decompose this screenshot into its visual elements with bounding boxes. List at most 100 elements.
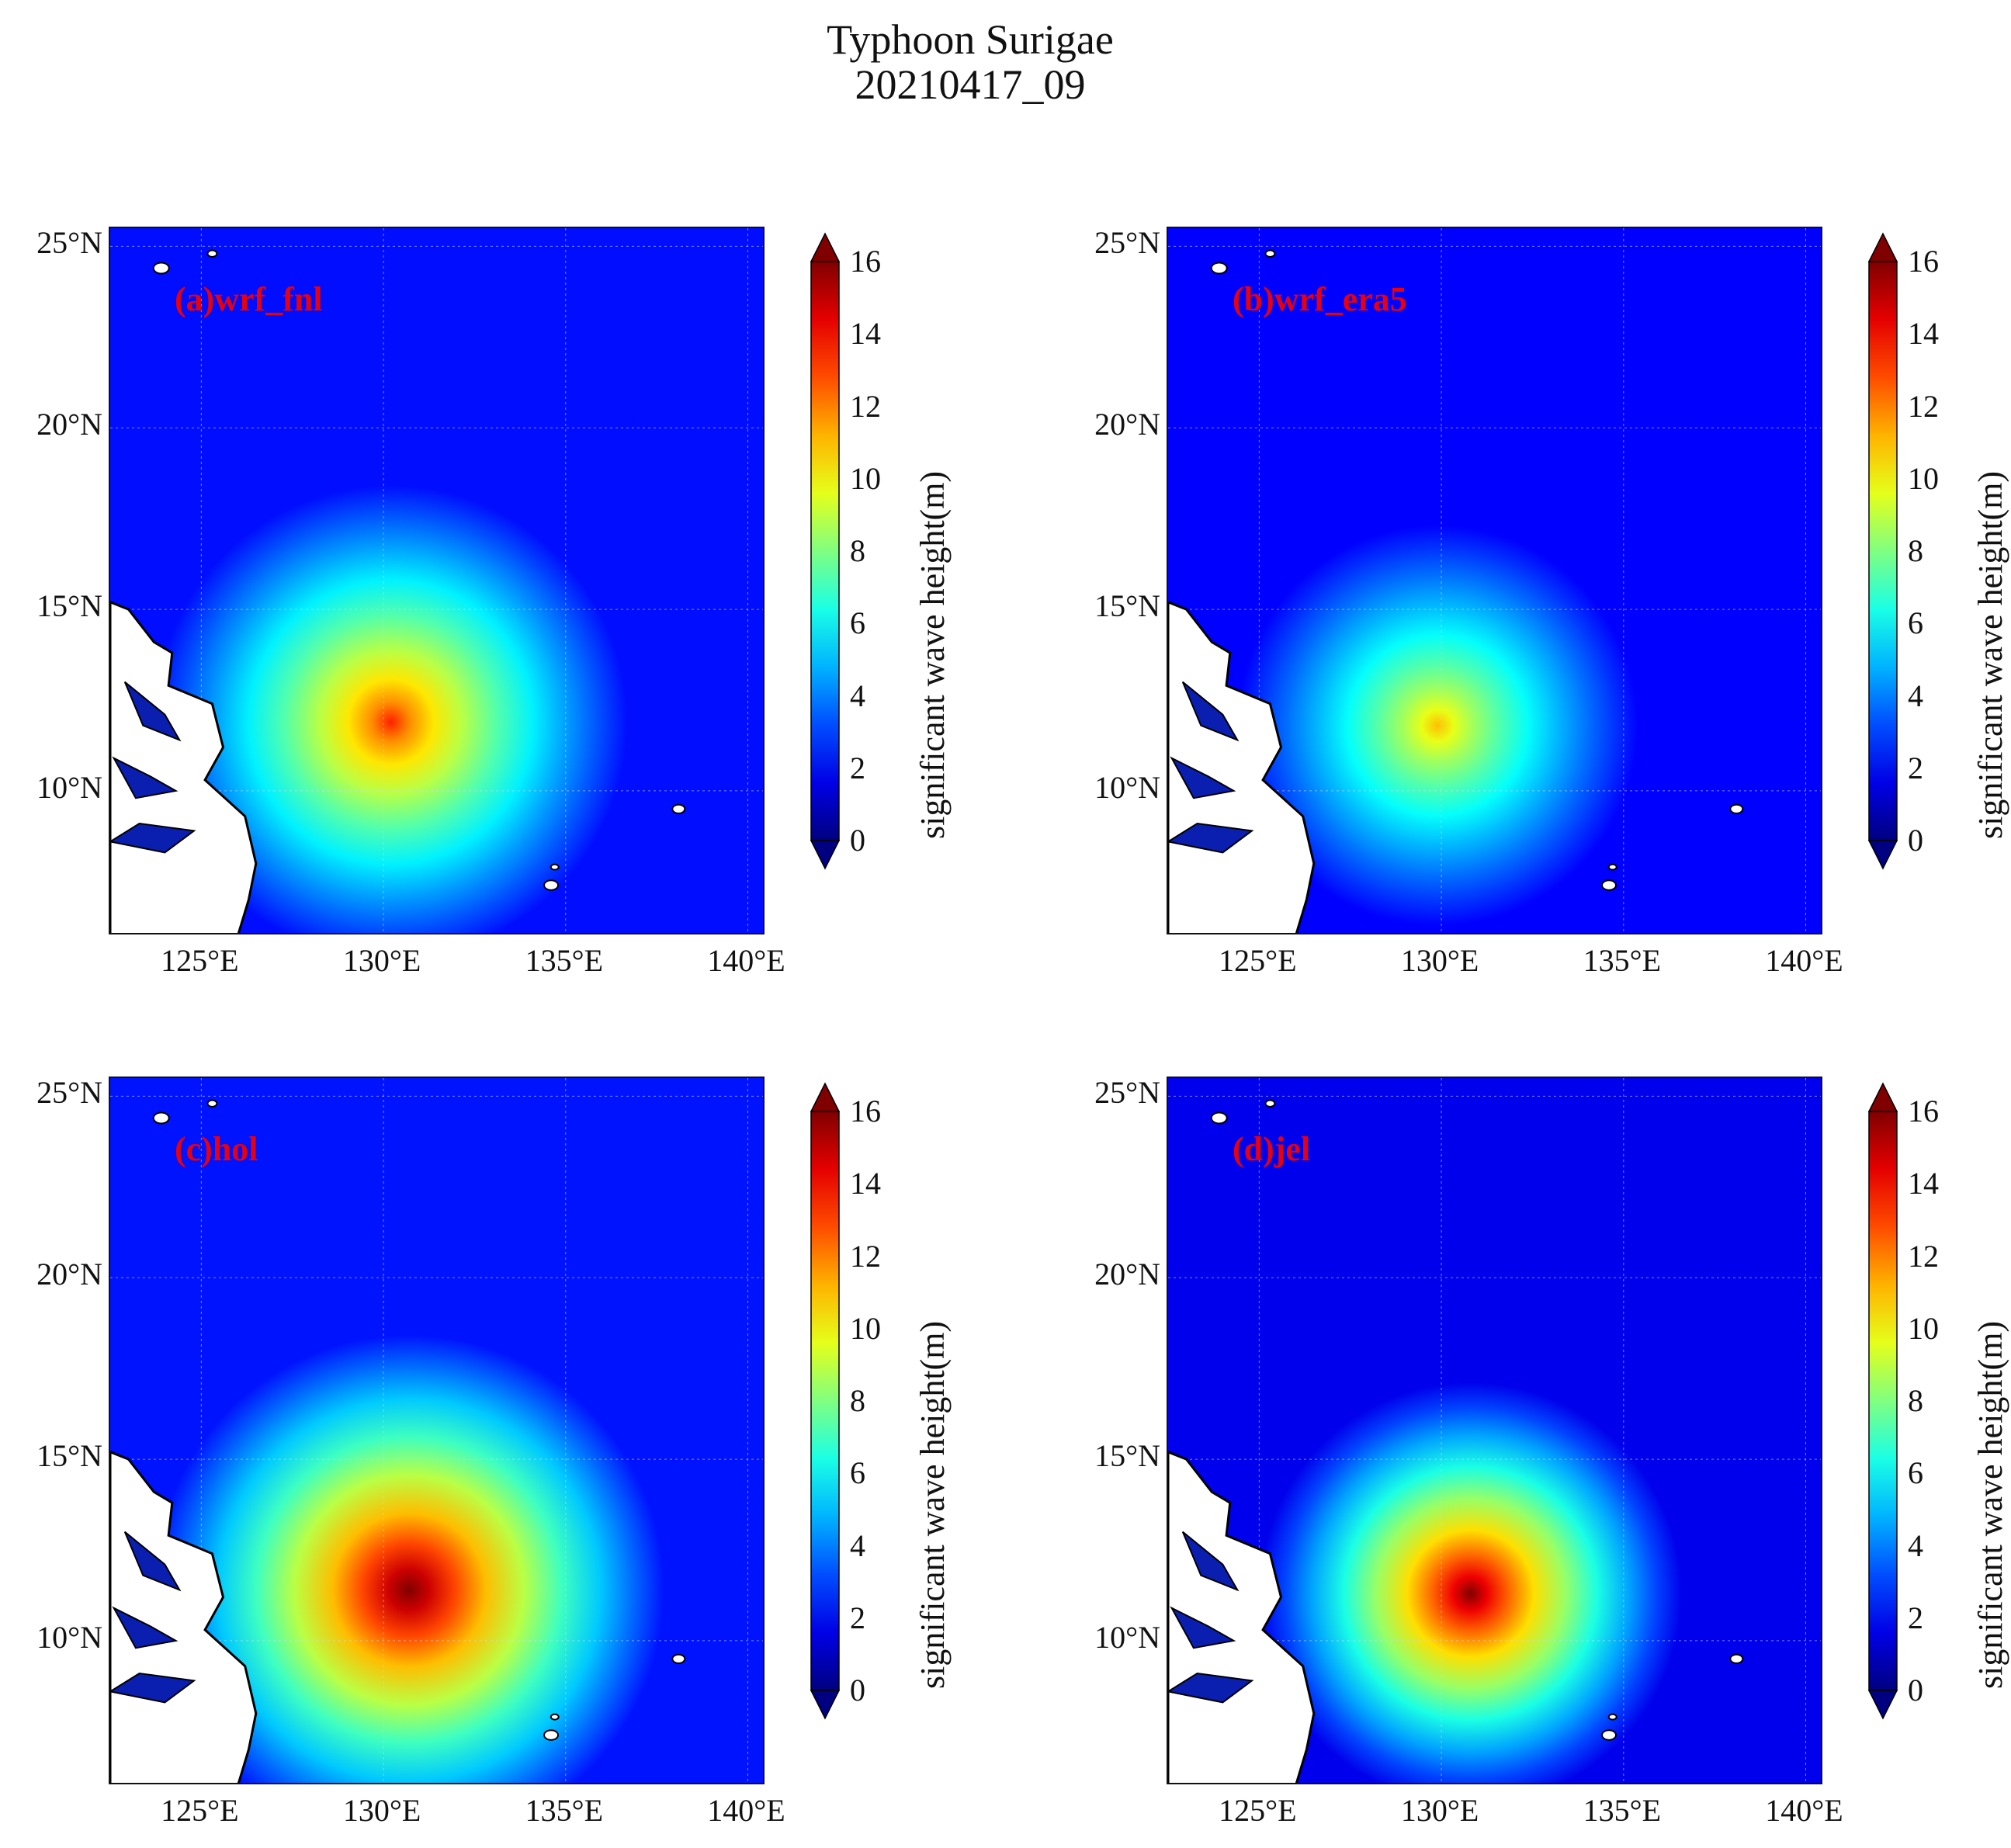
colorbar-tick-label: 0 xyxy=(850,1673,865,1708)
colorbar-gradient xyxy=(810,261,840,841)
inland-sea xyxy=(1170,756,1236,799)
colorbar-tick-label: 6 xyxy=(850,1455,865,1491)
colorbar-gradient xyxy=(810,1111,840,1691)
island xyxy=(1210,1111,1228,1125)
colorbar-max-extend xyxy=(1867,232,1898,262)
philippines-landmass xyxy=(110,1451,258,1783)
colorbar-tick-label: 16 xyxy=(850,244,881,279)
latitude-tick-label: 15°N xyxy=(36,1438,102,1474)
colorbar-tick-label: 4 xyxy=(850,1527,865,1563)
colorbar-tick-label: 16 xyxy=(850,1094,881,1129)
inland-sea xyxy=(123,681,182,742)
latitude-tick-label: 25°N xyxy=(36,225,102,261)
colorbar-tick-label: 8 xyxy=(850,533,865,568)
longitude-tick-label: 130°E xyxy=(1400,1793,1479,1828)
wave-height-field xyxy=(110,1078,763,1783)
island xyxy=(1264,249,1276,258)
colorbar-tick-label: 6 xyxy=(1908,605,1923,641)
colorbar-tick-label: 6 xyxy=(1908,1455,1923,1491)
island xyxy=(206,249,218,258)
latitude-tick-label: 10°N xyxy=(1094,1619,1160,1655)
map-panel xyxy=(1167,227,1822,934)
colorbar-tick-label: 4 xyxy=(850,678,865,713)
wave-height-field xyxy=(110,228,763,933)
storm-wave-maximum xyxy=(1259,1382,1682,1783)
island xyxy=(671,1653,686,1664)
island xyxy=(1210,262,1228,275)
colorbar-min-extend xyxy=(810,1690,841,1720)
philippines-landmass xyxy=(1168,1451,1316,1783)
longitude-tick-label: 125°E xyxy=(1219,943,1297,978)
longitude-tick-label: 130°E xyxy=(342,1793,421,1828)
colorbar-max-extend xyxy=(1867,1082,1898,1112)
colorbar-tick-label: 12 xyxy=(1908,1238,1939,1274)
wave-height-field xyxy=(1168,1078,1821,1783)
colorbar-label: significant wave height(m) xyxy=(1971,470,2009,839)
inland-sea xyxy=(1170,1606,1236,1649)
colorbar-tick-label: 12 xyxy=(1908,388,1939,424)
latitude-tick-label: 25°N xyxy=(1094,225,1160,261)
colorbar xyxy=(1867,232,1898,870)
latitude-tick-label: 10°N xyxy=(36,769,102,805)
colorbar-tick-label: 2 xyxy=(850,750,865,785)
inland-sea xyxy=(112,756,179,799)
island xyxy=(152,262,170,275)
storm-wave-maximum xyxy=(154,1334,664,1783)
island xyxy=(543,879,560,891)
colorbar xyxy=(810,1082,841,1720)
philippines-landmass xyxy=(1168,601,1316,933)
inland-sea xyxy=(112,1606,179,1649)
map-panel xyxy=(109,1077,765,1784)
colorbar-tick-label: 16 xyxy=(1908,244,1939,279)
panel-label: (c)hol xyxy=(175,1130,258,1168)
island xyxy=(152,1111,170,1125)
colorbar-tick-label: 4 xyxy=(1908,678,1923,713)
latitude-tick-label: 20°N xyxy=(36,407,102,442)
map-panel xyxy=(1167,1077,1822,1784)
colorbar-tick-label: 8 xyxy=(850,1383,865,1418)
longitude-tick-label: 130°E xyxy=(1400,943,1479,978)
colorbar-gradient xyxy=(1868,1111,1898,1691)
latitude-tick-label: 10°N xyxy=(1094,769,1160,805)
colorbar-tick-label: 6 xyxy=(850,605,865,641)
latitude-tick-label: 25°N xyxy=(36,1075,102,1111)
island xyxy=(1729,1653,1744,1664)
latitude-tick-label: 20°N xyxy=(36,1257,102,1292)
colorbar-max-extend xyxy=(810,232,841,262)
island xyxy=(550,1713,560,1721)
storm-wave-maximum xyxy=(154,485,628,933)
figure-title: Typhoon Surigae xyxy=(827,16,1114,63)
colorbar-tick-label: 16 xyxy=(1908,1094,1939,1129)
colorbar-min-extend xyxy=(810,840,841,870)
island xyxy=(550,863,560,871)
colorbar-tick-label: 2 xyxy=(1908,1600,1923,1635)
colorbar-tick-label: 14 xyxy=(850,316,881,352)
colorbar xyxy=(1867,1082,1898,1720)
island xyxy=(1601,879,1617,891)
colorbar xyxy=(810,232,841,870)
inland-sea xyxy=(1168,822,1254,854)
longitude-tick-label: 140°E xyxy=(1765,1793,1843,1828)
colorbar-max-extend xyxy=(810,1082,841,1112)
panel-label: (a)wrf_fnl xyxy=(175,280,323,318)
longitude-tick-label: 135°E xyxy=(1583,943,1662,978)
colorbar-label: significant wave height(m) xyxy=(1971,1320,2009,1689)
colorbar-tick-label: 10 xyxy=(850,1310,881,1346)
colorbar-gradient xyxy=(1868,261,1898,841)
colorbar-tick-label: 8 xyxy=(1908,533,1923,568)
colorbar-label: significant wave height(m) xyxy=(914,1320,952,1689)
latitude-tick-label: 20°N xyxy=(1094,407,1160,442)
longitude-tick-label: 135°E xyxy=(1583,1793,1662,1828)
island xyxy=(1601,1729,1617,1741)
map-panel xyxy=(109,227,765,934)
figure-subtitle: 20210417_09 xyxy=(855,61,1086,108)
latitude-tick-label: 10°N xyxy=(36,1619,102,1655)
island xyxy=(1264,1099,1276,1108)
island xyxy=(1607,863,1617,871)
latitude-tick-label: 25°N xyxy=(1094,1075,1160,1111)
longitude-tick-label: 140°E xyxy=(707,1793,785,1828)
figure-title-block: Typhoon Surigae 20210417_09 xyxy=(0,17,1940,107)
colorbar-tick-label: 0 xyxy=(1908,823,1923,858)
island xyxy=(1607,1713,1617,1721)
wave-height-field xyxy=(1168,228,1821,933)
